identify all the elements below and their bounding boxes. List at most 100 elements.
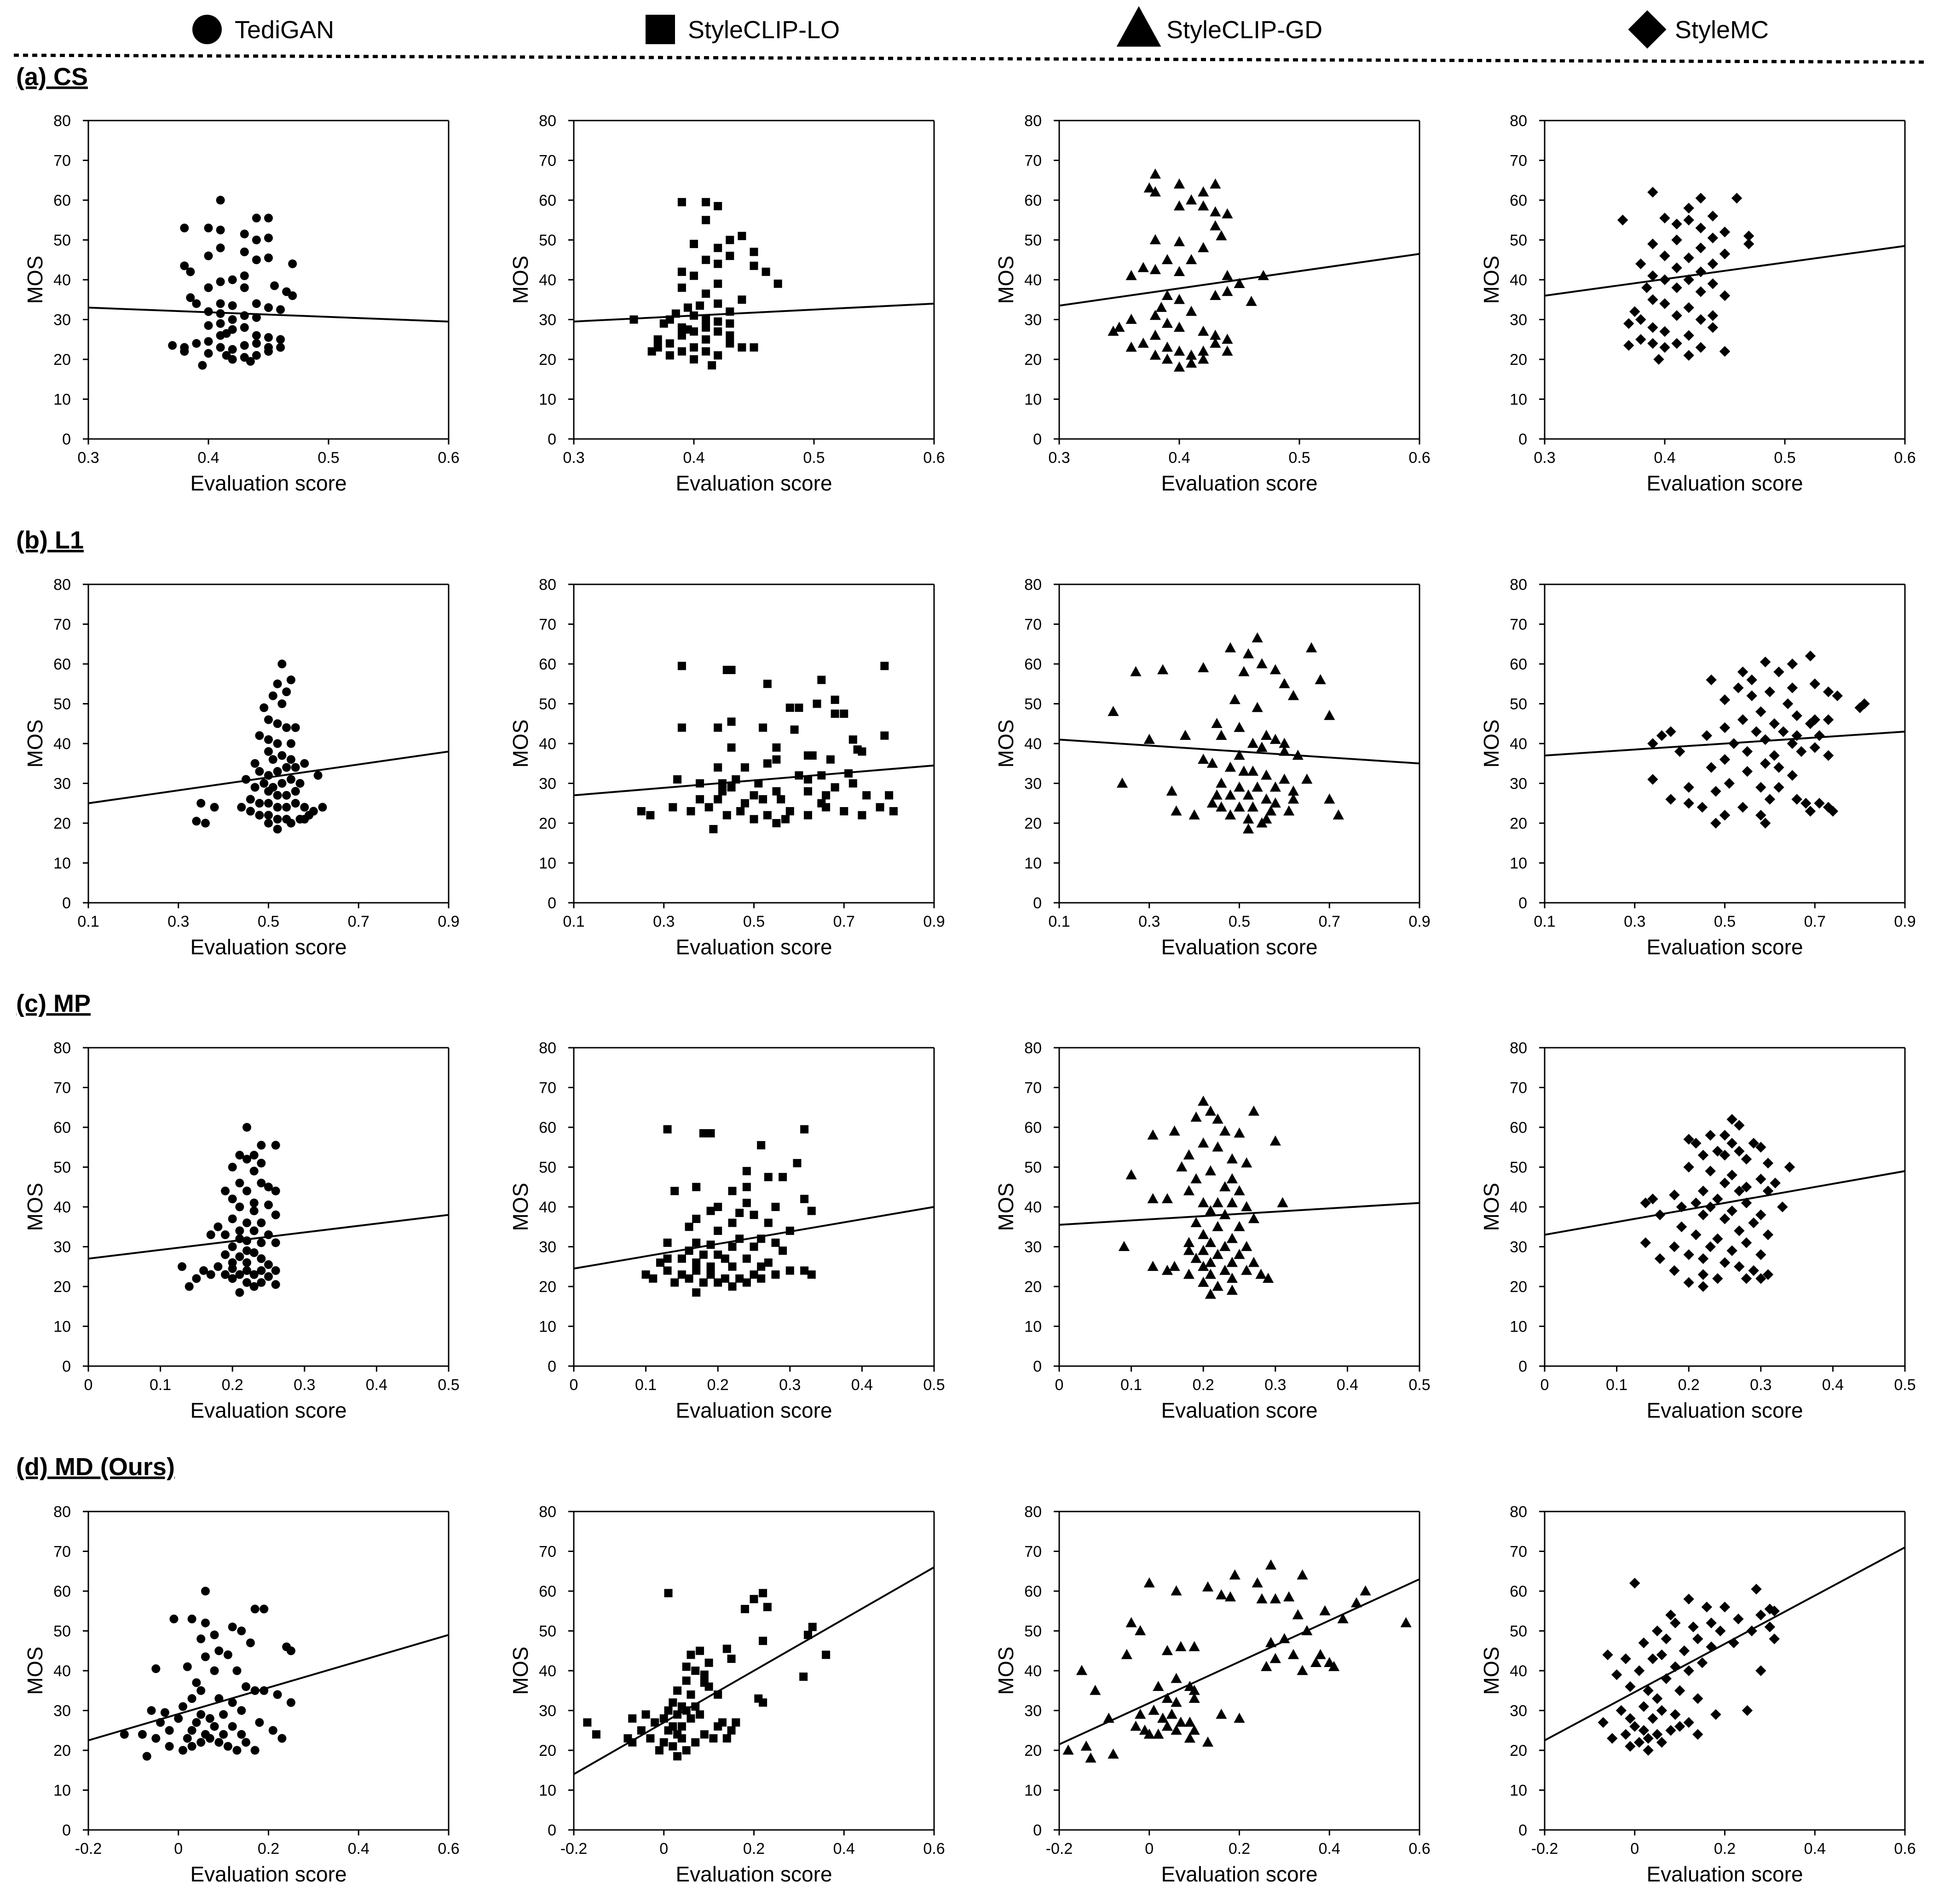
x-tick-label: 0.5 — [1288, 449, 1310, 467]
data-point — [1647, 774, 1658, 785]
data-point — [687, 1650, 695, 1659]
data-point — [880, 662, 889, 670]
data-point — [646, 811, 655, 819]
x-tick-label: 0.7 — [348, 913, 369, 930]
data-point — [1620, 1653, 1631, 1664]
data-point — [709, 825, 718, 833]
regression-line — [1544, 1546, 1905, 1742]
data-point — [1198, 1276, 1209, 1287]
y-tick-label: 60 — [1024, 192, 1042, 209]
data-point — [1173, 178, 1185, 189]
data-point — [663, 1254, 672, 1263]
data-point — [1219, 1181, 1231, 1192]
data-point — [1212, 1141, 1223, 1152]
data-point — [708, 361, 716, 369]
data-point — [1635, 334, 1646, 345]
data-point — [1210, 178, 1221, 189]
data-point — [210, 802, 219, 812]
data-point — [1659, 342, 1670, 353]
data-point — [1226, 1173, 1238, 1183]
data-point — [692, 1288, 701, 1297]
data-point — [264, 787, 273, 796]
data-point — [1784, 1161, 1795, 1173]
panel-l1-tedigan: 0 10 20 30 40 50 60 70 80 0.1 0.3 0.5 0.7 0.9 Evaluati… — [23, 576, 460, 959]
data-point — [242, 1258, 252, 1267]
data-point — [1135, 1708, 1146, 1719]
data-point — [1224, 809, 1236, 820]
data-point — [699, 1278, 708, 1287]
x-tick-label: 0.3 — [1534, 449, 1555, 467]
y-tick-label: 70 — [1510, 1543, 1527, 1561]
data-point — [318, 802, 327, 812]
data-point — [1760, 656, 1771, 668]
x-axis-label: Evaluation score — [1161, 935, 1317, 959]
data-point — [237, 1730, 246, 1739]
data-point — [1719, 226, 1731, 237]
y-tick-label: 70 — [53, 616, 71, 634]
data-point — [742, 1167, 751, 1176]
data-point — [235, 1270, 244, 1279]
data-point — [714, 1722, 722, 1731]
data-point — [1212, 1197, 1223, 1207]
y-tick-label: 20 — [1510, 1278, 1527, 1296]
data-point — [165, 1742, 174, 1751]
data-point — [1205, 1165, 1216, 1176]
data-point — [1161, 254, 1173, 265]
y-tick-label: 0 — [62, 431, 71, 448]
data-point — [1671, 219, 1682, 230]
data-point — [1823, 714, 1834, 725]
data-point — [1697, 1149, 1709, 1161]
data-point — [1171, 1673, 1182, 1683]
data-point — [1085, 1752, 1096, 1763]
data-point — [242, 1218, 252, 1228]
regression-line — [1544, 1170, 1905, 1236]
data-point — [138, 1730, 147, 1739]
data-point — [204, 224, 213, 233]
row-title: (a) CS — [16, 63, 88, 91]
data-point — [1205, 1237, 1216, 1247]
x-tick-label: 0.3 — [563, 449, 584, 467]
data-point — [240, 271, 249, 280]
data-point — [1787, 658, 1798, 669]
data-point — [750, 815, 758, 824]
y-tick-label: 50 — [1024, 232, 1042, 249]
data-point — [1683, 1593, 1694, 1604]
data-point — [722, 1644, 731, 1653]
data-point — [759, 1698, 767, 1707]
data-point — [691, 1738, 700, 1747]
data-point — [1279, 773, 1290, 784]
data-point — [242, 1266, 252, 1275]
data-point — [1691, 1229, 1702, 1240]
data-point — [1186, 358, 1197, 368]
data-point — [235, 1202, 244, 1212]
x-tick-label: 0 — [174, 1840, 183, 1858]
data-point — [1269, 1593, 1281, 1604]
data-point — [1297, 1569, 1308, 1580]
data-point — [242, 1738, 251, 1747]
y-tick-label: 30 — [539, 775, 556, 793]
data-point — [742, 1278, 751, 1287]
x-tick-label: 0.2 — [1678, 1376, 1700, 1394]
data-point — [714, 202, 722, 210]
y-tick-label: 60 — [53, 1119, 71, 1137]
data-point — [714, 327, 722, 336]
data-point — [201, 1618, 210, 1627]
y-tick-label: 50 — [53, 696, 71, 713]
y-tick-label: 80 — [1510, 1039, 1527, 1057]
data-point — [1706, 674, 1717, 686]
panel-cs-styleclip-gd: 0 10 20 30 40 50 60 70 80 0.3 0.4 0.5 0.6 Evaluation … — [994, 112, 1431, 495]
x-tick-label: 0.4 — [1319, 1840, 1340, 1858]
data-point — [1633, 1737, 1645, 1748]
data-point — [1265, 1637, 1277, 1647]
data-point — [1222, 208, 1233, 219]
x-tick-label: 0.9 — [1408, 913, 1430, 930]
y-tick-label: 50 — [53, 232, 71, 249]
data-point — [1169, 1261, 1180, 1271]
x-axis-label: Evaluation score — [1646, 935, 1803, 959]
data-point — [592, 1730, 600, 1739]
data-point — [1665, 1610, 1676, 1621]
x-tick-label: 0.9 — [1894, 913, 1916, 930]
y-tick-label: 60 — [1024, 1119, 1042, 1137]
y-tick-label: 40 — [53, 1199, 71, 1216]
